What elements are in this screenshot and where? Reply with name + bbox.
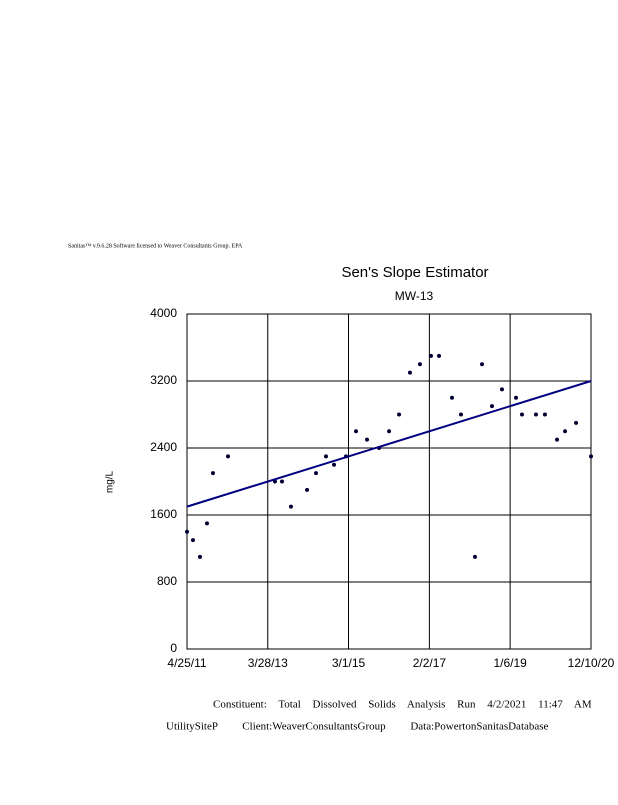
- x-tick-label: 3/1/15: [332, 656, 366, 670]
- data-point: [353, 429, 358, 434]
- data-point: [407, 370, 412, 375]
- data-point: [387, 429, 392, 434]
- data-point: [542, 412, 547, 417]
- x-tick-label: 4/25/11: [167, 656, 206, 670]
- footer: UtilitySiteP Client:WeaverConsultantsGro…: [166, 721, 549, 733]
- data-point: [323, 454, 328, 459]
- data-point: [226, 454, 231, 459]
- data-point: [210, 471, 215, 476]
- data-point: [305, 487, 310, 492]
- y-tick-label: 0: [170, 641, 177, 655]
- data-point: [437, 353, 442, 358]
- chart-subtitle: MW-13: [395, 289, 434, 303]
- data-point: [428, 353, 433, 358]
- y-tick-label: 3200: [150, 373, 177, 387]
- x-tick-label: 1/6/19: [493, 656, 527, 670]
- data-point: [472, 554, 477, 559]
- plot-frame: [186, 313, 592, 650]
- data-point: [365, 437, 370, 442]
- data-point: [332, 462, 337, 467]
- data-point: [513, 395, 518, 400]
- data-point: [589, 454, 593, 459]
- data-point: [574, 420, 579, 425]
- data-point: [397, 412, 402, 417]
- data-point: [479, 362, 484, 367]
- data-point: [554, 437, 559, 442]
- data-point: [489, 404, 494, 409]
- data-point: [279, 479, 284, 484]
- y-tick-label: 1600: [150, 507, 177, 521]
- y-tick-label: 2400: [150, 440, 177, 454]
- y-tick-label: 800: [157, 574, 177, 588]
- data-point: [450, 395, 455, 400]
- data-point: [197, 554, 202, 559]
- x-tick-label: 3/28/13: [248, 656, 288, 670]
- data-point: [519, 412, 524, 417]
- data-point: [313, 471, 318, 476]
- header: Sanitas™ v.9.6.28 Software licensed to W…: [68, 242, 243, 249]
- chart-title: Sen's Slope Estimator: [341, 264, 488, 281]
- data-point: [190, 538, 195, 543]
- trend-line: [186, 380, 592, 508]
- data-point: [185, 529, 189, 534]
- y-axis-label: mg/L: [105, 470, 116, 493]
- y-tick-label: 4000: [150, 306, 177, 320]
- x-tick-label: 12/10/20: [568, 656, 615, 670]
- data-point: [417, 362, 422, 367]
- data-point: [563, 429, 568, 434]
- data-point: [458, 412, 463, 417]
- data-point: [499, 387, 504, 392]
- data-point: [288, 504, 293, 509]
- x-tick-label: 2/2/17: [413, 656, 447, 670]
- data-point: [533, 412, 538, 417]
- data-point: [204, 521, 209, 526]
- footer: Constituent: Total Dissolved Solids Anal…: [213, 699, 592, 711]
